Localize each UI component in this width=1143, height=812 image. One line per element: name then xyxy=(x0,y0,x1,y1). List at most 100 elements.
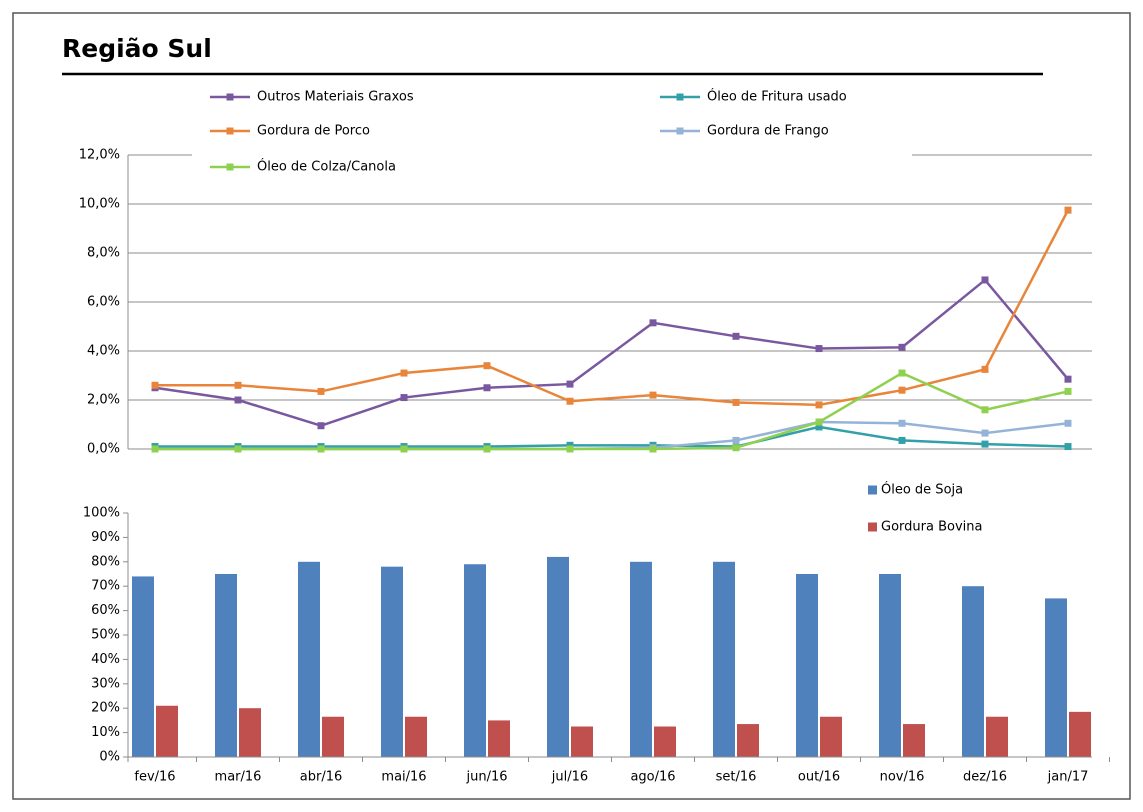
bar xyxy=(488,720,510,757)
y-tick-label: 70% xyxy=(91,579,120,594)
bar xyxy=(820,716,842,757)
marker xyxy=(981,406,989,414)
marker xyxy=(483,384,491,392)
series-line xyxy=(155,209,1070,407)
y-tick-label: 40% xyxy=(91,652,120,667)
x-tick-label: abr/16 xyxy=(300,770,343,785)
marker xyxy=(234,396,242,404)
bar xyxy=(464,564,486,757)
y-tick-label: 8,0% xyxy=(87,246,120,261)
marker xyxy=(815,418,823,426)
y-tick-label: 10,0% xyxy=(79,197,120,212)
legend-marker xyxy=(226,127,234,135)
bar xyxy=(654,726,676,757)
x-tick-label: nov/16 xyxy=(880,770,925,785)
marker xyxy=(815,345,823,353)
bar xyxy=(156,705,178,757)
bar xyxy=(879,574,901,757)
legend-marker xyxy=(676,93,684,101)
marker xyxy=(566,397,574,405)
marker xyxy=(1064,206,1072,214)
marker xyxy=(981,365,989,373)
legend-marker xyxy=(676,127,684,135)
legend-label: Óleo de Soja xyxy=(881,482,963,498)
x-tick-label: mai/16 xyxy=(381,770,426,785)
marker xyxy=(1064,387,1072,395)
marker xyxy=(649,445,657,453)
marker xyxy=(815,423,823,431)
legend-marker xyxy=(226,163,234,171)
x-tick-label: mar/16 xyxy=(215,770,262,785)
legend-label: Óleo de Colza/Canola xyxy=(257,159,396,175)
marker xyxy=(732,398,740,406)
marker xyxy=(400,445,408,453)
bar xyxy=(1045,598,1067,757)
y-tick-label: 100% xyxy=(83,506,120,521)
bar xyxy=(547,556,569,757)
legend-label: Gordura de Porco xyxy=(257,124,370,139)
bar xyxy=(405,716,427,757)
bar xyxy=(381,566,403,757)
marker xyxy=(981,440,989,448)
marker xyxy=(981,276,989,284)
bar xyxy=(903,724,925,757)
marker xyxy=(317,387,325,395)
bar xyxy=(737,724,759,757)
marker xyxy=(483,445,491,453)
marker xyxy=(483,362,491,370)
bar xyxy=(630,561,652,757)
marker xyxy=(317,445,325,453)
marker xyxy=(234,381,242,389)
bar xyxy=(571,726,593,757)
y-tick-label: 50% xyxy=(91,628,120,643)
legend-label: Gordura de Frango xyxy=(707,124,829,139)
marker xyxy=(732,444,740,452)
y-tick-label: 12,0% xyxy=(79,148,120,163)
bar xyxy=(1069,711,1091,757)
x-tick-label: fev/16 xyxy=(134,770,175,785)
x-tick-label: jun/16 xyxy=(465,770,507,785)
series-line xyxy=(154,278,1069,428)
legend-marker xyxy=(868,485,877,495)
x-tick-label: ago/16 xyxy=(630,770,675,785)
bar xyxy=(962,586,984,757)
marker xyxy=(317,422,325,430)
marker xyxy=(898,419,906,427)
bar xyxy=(713,561,735,757)
bar xyxy=(215,574,237,757)
y-tick-label: 10% xyxy=(91,725,120,740)
bar xyxy=(986,716,1008,757)
y-tick-label: 80% xyxy=(91,554,120,569)
marker xyxy=(566,445,574,453)
y-tick-label: 0,0% xyxy=(87,442,120,457)
x-tick-label: out/16 xyxy=(798,770,840,785)
y-tick-label: 4,0% xyxy=(87,344,120,359)
marker xyxy=(898,386,906,394)
bar xyxy=(298,561,320,757)
marker xyxy=(981,429,989,437)
marker xyxy=(400,394,408,402)
x-tick-label: jan/17 xyxy=(1047,770,1089,785)
marker xyxy=(898,343,906,351)
marker xyxy=(649,391,657,399)
legend-marker xyxy=(868,522,877,532)
y-tick-label: 90% xyxy=(91,530,120,545)
marker xyxy=(732,332,740,340)
marker xyxy=(898,436,906,444)
page-title: Região Sul xyxy=(62,34,212,63)
marker xyxy=(1064,443,1072,451)
bar xyxy=(132,576,154,757)
y-tick-label: 60% xyxy=(91,603,120,618)
series-line xyxy=(155,371,1069,451)
marker xyxy=(151,381,159,389)
marker xyxy=(151,445,159,453)
marker xyxy=(732,436,740,444)
bar xyxy=(239,708,261,757)
marker xyxy=(1064,419,1072,427)
y-tick-label: 2,0% xyxy=(87,393,120,408)
series-line xyxy=(155,425,1069,448)
marker xyxy=(566,380,574,388)
bar xyxy=(796,574,818,757)
y-tick-label: 30% xyxy=(91,676,120,691)
